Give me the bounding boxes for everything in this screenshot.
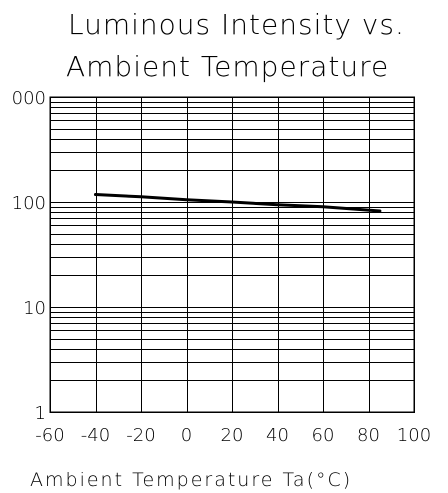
chart-title-line-2: Ambient Temperature (66, 50, 389, 83)
grid (50, 97, 414, 412)
y-tick-label: 100 (12, 193, 46, 214)
plot-frame (49, 96, 415, 413)
x-tick-label: 60 (312, 425, 335, 446)
x-tick-label: 100 (397, 425, 431, 446)
x-tick-label: 80 (357, 425, 380, 446)
series-line-0 (94, 193, 382, 213)
y-tick-label: 000 (12, 88, 46, 109)
x-tick-label: 20 (221, 425, 244, 446)
x-tick-label: -40 (81, 425, 110, 446)
x-tick-label: 40 (266, 425, 289, 446)
x-tick-label: -20 (126, 425, 155, 446)
x-axis-label: Ambient Temperature Ta(°C) (30, 469, 352, 491)
chart-title-line-1: Luminous Intensity vs. (68, 8, 405, 41)
y-tick-labels: 1 10 100 000 (12, 88, 46, 424)
y-tick-label: 1 (35, 403, 46, 424)
x-tick-labels: -60 -40 -20 0 20 40 60 80 100 (35, 425, 431, 446)
y-tick-label: 10 (23, 298, 46, 319)
x-tick-label: 0 (181, 425, 192, 446)
series-group (94, 193, 382, 213)
x-tick-label: -60 (35, 425, 64, 446)
